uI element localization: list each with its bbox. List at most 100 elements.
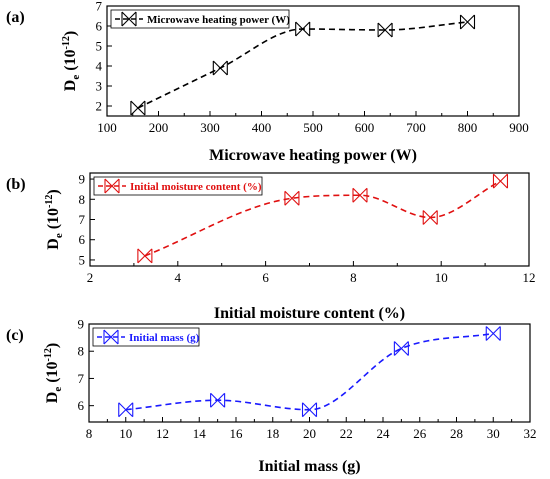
legend-box bbox=[110, 9, 290, 29]
x-tick-label: 8 bbox=[86, 426, 93, 441]
data-point bbox=[393, 341, 409, 356]
x-tick-label: 10 bbox=[435, 270, 448, 285]
y-tick-label: 5 bbox=[79, 252, 86, 267]
x-tick-label: 10 bbox=[119, 426, 132, 441]
data-point bbox=[118, 402, 134, 418]
y-tick-label: 8 bbox=[78, 344, 85, 359]
x-tick-label: 6 bbox=[262, 270, 269, 285]
y-tick-label: 6 bbox=[78, 398, 85, 413]
legend-label: Microwave heating power (W) bbox=[147, 14, 290, 26]
x-tick-label: 24 bbox=[377, 426, 391, 441]
data-point bbox=[377, 22, 393, 38]
panel-label: (a) bbox=[6, 9, 25, 26]
y-axis-title-sub: e bbox=[53, 233, 65, 238]
x-axis-title: Initial mass (g) bbox=[258, 458, 360, 475]
x-tick-label: 14 bbox=[193, 426, 207, 441]
y-tick-label: 6 bbox=[96, 19, 103, 34]
y-axis-title: De (10-12) bbox=[61, 31, 82, 91]
y-axis-title-main: D bbox=[45, 238, 62, 250]
data-point bbox=[284, 190, 300, 206]
data-point bbox=[352, 187, 368, 203]
y-tick-label: 6 bbox=[79, 232, 86, 247]
y-tick-label: 7 bbox=[78, 371, 85, 386]
legend-label: Initial mass (g) bbox=[129, 332, 200, 344]
series-line bbox=[144, 180, 501, 257]
y-tick-label: 5 bbox=[96, 39, 103, 54]
y-axis-title-sub: e bbox=[70, 75, 82, 80]
data-point bbox=[492, 173, 509, 189]
y-axis-title-exp: -12 bbox=[61, 36, 72, 49]
x-tick-label: 800 bbox=[458, 120, 478, 135]
legend: Initial moisture content (%) bbox=[93, 176, 263, 196]
y-tick-label: 7 bbox=[79, 212, 86, 227]
x-tick-label: 18 bbox=[266, 426, 279, 441]
y-tick-label: 8 bbox=[79, 192, 86, 207]
x-tick-label: 300 bbox=[200, 120, 220, 135]
y-axis-title-unit: (10 bbox=[44, 361, 61, 386]
x-tick-label: 100 bbox=[97, 120, 117, 135]
data-point bbox=[137, 248, 153, 264]
legend-label: Initial moisture content (%) bbox=[130, 181, 262, 193]
y-axis-title: De (10-12) bbox=[44, 189, 65, 249]
y-tick-label: 7 bbox=[96, 0, 103, 14]
x-tick-label: 32 bbox=[524, 426, 537, 441]
y-axis-title-close: ) bbox=[45, 189, 62, 194]
legend: Microwave heating power (W) bbox=[110, 9, 290, 29]
x-tick-label: 200 bbox=[149, 120, 169, 135]
x-tick-label: 28 bbox=[450, 426, 463, 441]
x-tick-label: 4 bbox=[175, 270, 182, 285]
chart-panel-1: 100 200 300 400 500 600 700 800 900 2 3 4 5 6 7 Microwa… bbox=[6, 0, 529, 164]
y-axis-title-unit: (10 bbox=[62, 49, 79, 74]
x-tick-label: 22 bbox=[340, 426, 353, 441]
x-tick-label: 900 bbox=[509, 120, 529, 135]
chart-panel-2: 2 4 6 8 10 12 5 6 7 8 9 Initial moisture content (%… bbox=[6, 172, 536, 322]
x-tick-label: 2 bbox=[87, 270, 94, 285]
y-tick-label: 9 bbox=[78, 317, 85, 332]
x-tick-label: 12 bbox=[523, 270, 536, 285]
x-axis-title: Microwave heating power (W) bbox=[209, 147, 417, 164]
panel-label: (b) bbox=[6, 176, 26, 193]
legend: Initial mass (g) bbox=[92, 327, 200, 347]
y-axis-title-main: D bbox=[62, 80, 79, 92]
legend-box bbox=[92, 327, 200, 347]
data-point bbox=[295, 21, 311, 37]
legend-marker bbox=[103, 329, 119, 345]
y-axis-title: De (10-12) bbox=[43, 343, 64, 403]
y-axis-title-close: ) bbox=[62, 31, 79, 36]
x-tick-label: 500 bbox=[303, 120, 323, 135]
data-point bbox=[459, 14, 476, 30]
x-tick-label: 16 bbox=[230, 426, 244, 441]
chart-panel-3: 8 10 12 14 16 18 20 22 24 26 28 30 32 6 7 8 9 Initial mas… bbox=[6, 317, 537, 476]
y-tick-label: 9 bbox=[79, 172, 86, 187]
y-axis-title-main: D bbox=[44, 392, 61, 404]
x-axis-title: Initial moisture content (%) bbox=[214, 305, 405, 322]
legend-marker bbox=[121, 11, 137, 27]
data-point bbox=[130, 100, 146, 116]
x-tick-label: 700 bbox=[406, 120, 426, 135]
x-tick-label: 400 bbox=[252, 120, 272, 135]
y-tick-label: 3 bbox=[96, 79, 103, 94]
x-tick-label: 8 bbox=[350, 270, 357, 285]
x-tick-label: 26 bbox=[413, 426, 427, 441]
y-axis-title-unit: (10 bbox=[45, 208, 62, 233]
panel-label: (c) bbox=[6, 327, 24, 344]
y-tick-label: 2 bbox=[96, 99, 103, 114]
legend-marker bbox=[104, 178, 120, 194]
y-axis-title-sub: e bbox=[52, 387, 64, 392]
data-point bbox=[485, 326, 501, 341]
x-tick-label: 30 bbox=[487, 426, 500, 441]
x-tick-label: 20 bbox=[303, 426, 316, 441]
y-axis-title-exp: -12 bbox=[44, 195, 55, 208]
data-point bbox=[422, 210, 438, 225]
legend-box bbox=[93, 176, 263, 196]
data-point bbox=[212, 60, 228, 76]
y-axis-title-exp: -12 bbox=[43, 348, 54, 361]
y-axis-title-close: ) bbox=[44, 343, 61, 348]
series-line bbox=[137, 21, 468, 109]
data-point bbox=[301, 402, 318, 418]
x-tick-label: 12 bbox=[156, 426, 169, 441]
x-tick-label: 600 bbox=[355, 120, 375, 135]
data-point bbox=[210, 392, 226, 408]
y-tick-label: 4 bbox=[96, 59, 103, 74]
